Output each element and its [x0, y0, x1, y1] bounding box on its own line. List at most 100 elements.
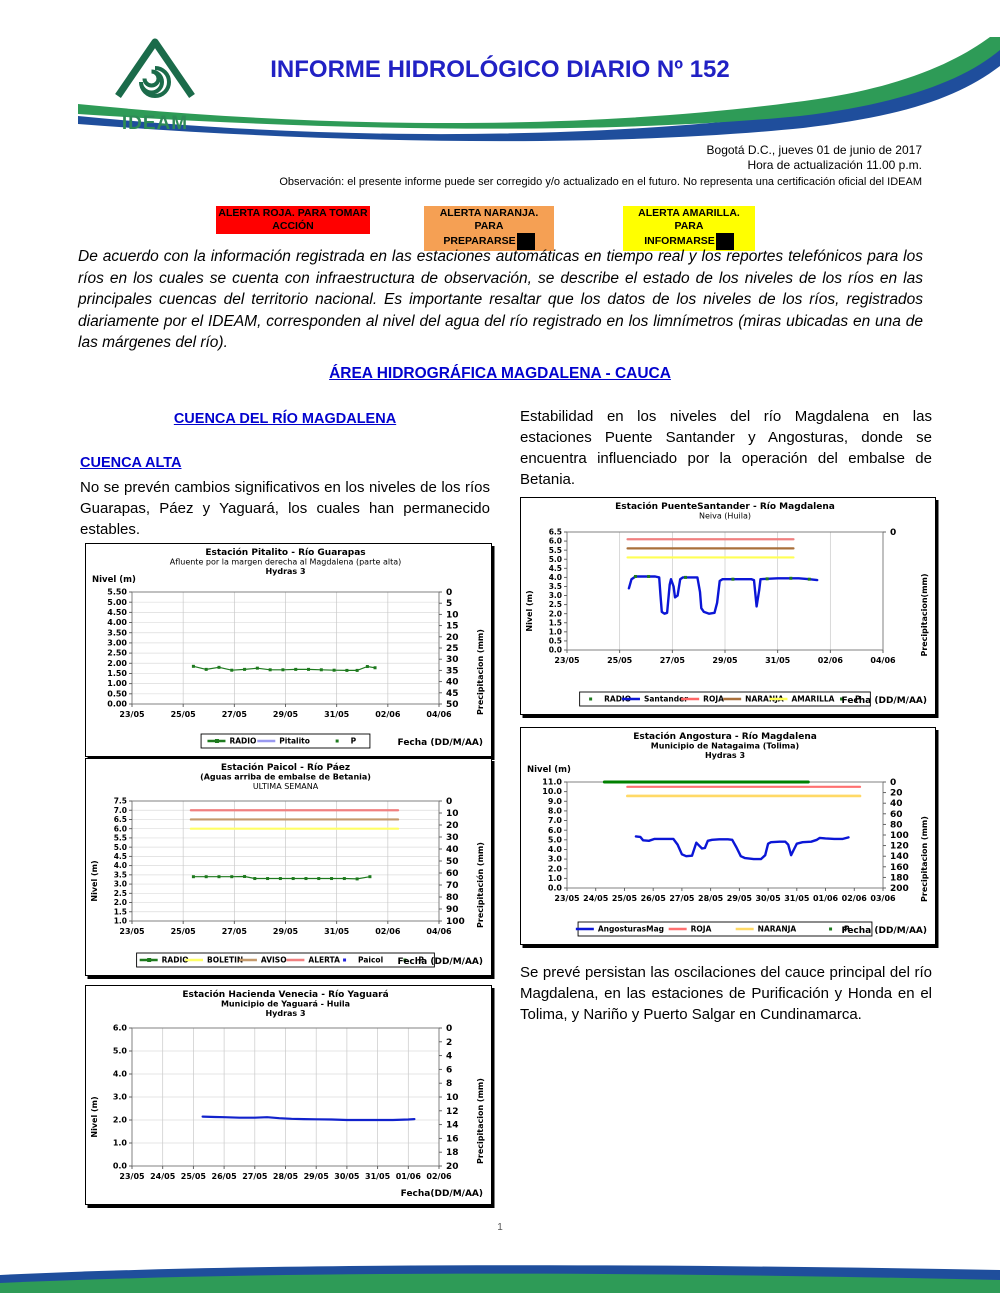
svg-text:5.00: 5.00	[107, 598, 127, 607]
svg-text:2: 2	[446, 1038, 452, 1048]
ideam-logo: IDEAM	[100, 34, 210, 144]
svg-text:P: P	[855, 695, 861, 704]
svg-text:30/05: 30/05	[755, 894, 781, 903]
ideam-logo-icon	[115, 38, 195, 98]
svg-text:160: 160	[890, 863, 909, 873]
svg-text:6.0: 6.0	[549, 537, 562, 546]
cuenca-alta-paragraph: No se prevén cambios significativos en l…	[80, 479, 490, 538]
svg-text:04/06: 04/06	[426, 927, 452, 936]
svg-text:24/05: 24/05	[150, 1172, 176, 1181]
svg-text:27/05: 27/05	[222, 927, 248, 936]
svg-text:Hydras 3: Hydras 3	[265, 1009, 305, 1018]
svg-text:Santander: Santander	[644, 695, 688, 704]
svg-text:0.0: 0.0	[548, 884, 563, 893]
svg-text:6.0: 6.0	[114, 824, 127, 833]
intro-paragraph: De acuerdo con la información registrada…	[78, 248, 923, 351]
svg-text:8: 8	[446, 1079, 452, 1089]
svg-text:30: 30	[446, 655, 459, 665]
svg-text:70: 70	[446, 881, 459, 891]
svg-text:Estación Angostura - Río Magda: Estación Angostura - Río Magdalena	[633, 731, 817, 742]
svg-text:15: 15	[446, 622, 459, 632]
svg-text:23/05: 23/05	[554, 656, 580, 665]
svg-text:01/06: 01/06	[396, 1172, 422, 1181]
svg-text:20: 20	[890, 789, 903, 799]
svg-text:0: 0	[446, 588, 452, 598]
chart-puente-santander-magdalena: Estación PuenteSantander - Río Magdalena…	[520, 497, 936, 715]
svg-text:2.0: 2.0	[113, 1116, 128, 1125]
svg-text:1.0: 1.0	[113, 1139, 128, 1148]
wave-green-shape	[78, 37, 1000, 129]
svg-text:Nivel (m): Nivel (m)	[525, 590, 534, 631]
svg-text:02/06: 02/06	[375, 710, 401, 719]
svg-text:04/06: 04/06	[426, 710, 452, 719]
svg-text:90: 90	[446, 905, 459, 915]
svg-text:Pitalito: Pitalito	[279, 737, 310, 746]
svg-text:Fecha (DD/M/AA): Fecha (DD/M/AA)	[398, 957, 483, 967]
ideam-logo-text: IDEAM	[121, 113, 189, 134]
svg-text:25/05: 25/05	[612, 894, 638, 903]
svg-text:100: 100	[890, 831, 909, 841]
svg-text:26/05: 26/05	[641, 894, 667, 903]
svg-text:0.0: 0.0	[549, 646, 562, 655]
svg-text:P: P	[418, 956, 424, 965]
svg-text:AMARILLA: AMARILLA	[791, 695, 834, 704]
svg-text:Precipitación (mm): Precipitación (mm)	[475, 842, 485, 928]
magdalena-forecast-paragraph: Se prevé persistan las oscilaciones del …	[520, 964, 932, 1023]
svg-text:AngosturasMag: AngosturasMag	[598, 925, 664, 934]
svg-text:3.0: 3.0	[113, 1093, 128, 1102]
footer-wave-graphic	[0, 1265, 1000, 1293]
svg-text:ULTIMA SEMANA: ULTIMA SEMANA	[253, 782, 319, 791]
svg-text:3.00: 3.00	[107, 639, 127, 648]
svg-text:Hydras 3: Hydras 3	[705, 751, 745, 760]
update-time: Hora de actualización 11.00 p.m.	[747, 158, 922, 172]
svg-text:Estación Pitalito - Río Guarap: Estación Pitalito - Río Guarapas	[205, 547, 365, 558]
svg-text:20: 20	[446, 821, 459, 831]
svg-text:BOLETIN: BOLETIN	[207, 956, 243, 965]
svg-text:25/05: 25/05	[171, 927, 197, 936]
svg-text:31/05: 31/05	[765, 656, 791, 665]
svg-text:02/06: 02/06	[375, 927, 401, 936]
header-wave-graphic	[78, 37, 1000, 142]
svg-text:10: 10	[446, 1093, 459, 1103]
svg-text:NARANJA: NARANJA	[758, 925, 797, 934]
svg-text:4.5: 4.5	[549, 564, 562, 573]
svg-text:0.0: 0.0	[113, 1162, 128, 1171]
svg-text:45: 45	[446, 689, 459, 699]
svg-text:6.5: 6.5	[114, 815, 127, 824]
svg-text:1.0: 1.0	[549, 627, 562, 636]
svg-text:0: 0	[890, 528, 896, 538]
svg-text:23/05: 23/05	[119, 710, 145, 719]
svg-text:2.50: 2.50	[107, 649, 127, 658]
svg-text:3.5: 3.5	[114, 870, 127, 879]
svg-text:4: 4	[446, 1052, 452, 1062]
chart-angostura-magdalena: Estación Angostura - Río Magdalena Munici…	[520, 727, 936, 945]
svg-text:Fecha (DD/M/AA): Fecha (DD/M/AA)	[398, 738, 483, 748]
svg-text:5.50: 5.50	[107, 588, 127, 597]
svg-text:1.5: 1.5	[114, 907, 127, 916]
svg-text:28/05: 28/05	[698, 894, 724, 903]
svg-text:Fecha (DD/M/AA): Fecha (DD/M/AA)	[842, 926, 927, 936]
svg-text:10.0: 10.0	[542, 787, 562, 796]
svg-text:Municipio de Natagaima (Tolima: Municipio de Natagaima (Tolima)	[651, 742, 799, 751]
cuenca-heading: CUENCA DEL RÍO MAGDALENA	[173, 411, 397, 427]
svg-text:10: 10	[446, 610, 459, 620]
svg-text:02/06: 02/06	[818, 656, 844, 665]
svg-text:60: 60	[890, 810, 903, 820]
svg-text:2.5: 2.5	[549, 600, 562, 609]
svg-text:Neiva (Huila): Neiva (Huila)	[699, 512, 751, 521]
svg-text:20: 20	[446, 1162, 459, 1172]
svg-text:5.0: 5.0	[549, 555, 562, 564]
svg-text:5.0: 5.0	[548, 835, 563, 844]
svg-text:29/05: 29/05	[273, 927, 299, 936]
svg-text:29/05: 29/05	[273, 710, 299, 719]
svg-text:4.0: 4.0	[549, 573, 562, 582]
svg-text:30/05: 30/05	[334, 1172, 360, 1181]
svg-text:29/05: 29/05	[727, 894, 753, 903]
svg-text:NARANJA: NARANJA	[745, 695, 784, 704]
svg-text:Precipitacion (mm): Precipitacion (mm)	[476, 629, 485, 715]
svg-text:23/05: 23/05	[554, 894, 580, 903]
svg-text:7.5: 7.5	[114, 797, 127, 806]
svg-text:RADIO: RADIO	[604, 695, 631, 704]
svg-text:23/05: 23/05	[119, 1172, 145, 1181]
